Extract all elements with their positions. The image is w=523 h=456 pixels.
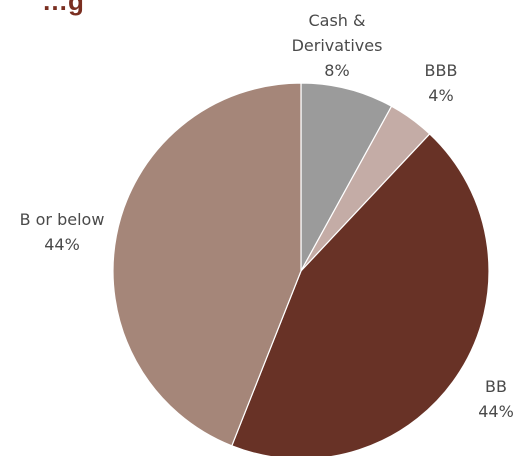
- pie-slice-b-or-below: [112, 82, 302, 447]
- slice-label: BBB 4%: [425, 61, 458, 105]
- chart-title: …g: [42, 0, 84, 16]
- pie-slice-cash-derivatives: [300, 82, 393, 272]
- slice-label: Cash & Derivatives 8%: [292, 11, 383, 80]
- pie-slice-bb: [231, 133, 490, 456]
- slice-label: B or below 44%: [20, 210, 105, 254]
- slice-label: BB 44%: [478, 377, 514, 421]
